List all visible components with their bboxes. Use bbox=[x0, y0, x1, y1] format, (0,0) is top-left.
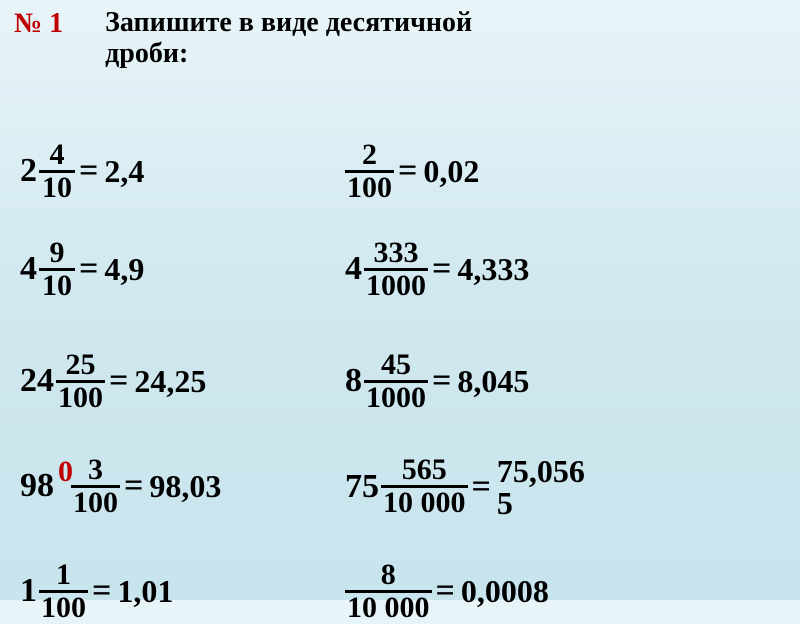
decimal-answer: 75,0565 bbox=[497, 455, 585, 519]
decimal-answer: 4,333 bbox=[457, 251, 529, 288]
fraction: 451000 bbox=[364, 350, 428, 413]
numerator: 2 bbox=[360, 140, 379, 170]
fraction: 56510 000 bbox=[381, 455, 468, 518]
denominator: 100 bbox=[71, 488, 120, 518]
whole-part: 1 bbox=[20, 572, 37, 610]
equals-sign: = bbox=[79, 250, 98, 288]
fraction: 3100 bbox=[71, 455, 120, 518]
decimal-answer: 4,9 bbox=[104, 251, 144, 288]
fraction: 910 bbox=[39, 238, 75, 301]
whole-part: 4 bbox=[20, 250, 37, 288]
denominator: 10 000 bbox=[345, 593, 432, 623]
equation-eq8: 7556510 000=75,0565 bbox=[345, 455, 585, 519]
equation-eq9: 11100=1,01 bbox=[20, 560, 173, 623]
equals-sign: = bbox=[436, 572, 455, 610]
denominator: 100 bbox=[56, 383, 105, 413]
equals-sign: = bbox=[79, 152, 98, 190]
equation-eq5: 2425100=24,25 bbox=[20, 350, 206, 413]
equation-eq3: 4910=4,9 bbox=[20, 238, 144, 301]
fraction: 410 bbox=[39, 140, 75, 203]
equation-eq2: 2100=0,02 bbox=[345, 140, 479, 203]
numerator: 9 bbox=[48, 238, 67, 268]
equation-eq7: 9803100=98,03 bbox=[20, 455, 221, 518]
numerator: 45 bbox=[379, 350, 413, 380]
denominator: 10 bbox=[40, 173, 74, 203]
equals-sign: = bbox=[398, 152, 417, 190]
whole-part: 4 bbox=[345, 250, 362, 288]
fraction: 1100 bbox=[39, 560, 88, 623]
instruction-text: Запишите в виде десятичной дроби: bbox=[105, 8, 472, 70]
fraction: 25100 bbox=[56, 350, 105, 413]
equation-eq10: 810 000=0,0008 bbox=[345, 560, 549, 623]
whole-part: 75 bbox=[345, 468, 379, 506]
denominator: 10 bbox=[40, 271, 74, 301]
whole-part: 24 bbox=[20, 362, 54, 400]
numerator: 25 bbox=[64, 350, 98, 380]
equation-eq6: 8451000=8,045 bbox=[345, 350, 529, 413]
numerator: 8 bbox=[379, 560, 398, 590]
problem-number: № 1 bbox=[14, 8, 63, 40]
equals-sign: = bbox=[124, 467, 143, 505]
instruction-line-2: дроби: bbox=[105, 38, 188, 69]
equals-sign: = bbox=[92, 572, 111, 610]
denominator: 1000 bbox=[364, 271, 428, 301]
decimal-answer: 2,4 bbox=[104, 153, 144, 190]
equals-sign: = bbox=[472, 468, 491, 506]
fraction: 3331000 bbox=[364, 238, 428, 301]
numerator: 4 bbox=[48, 140, 67, 170]
equation-eq1: 2410=2,4 bbox=[20, 140, 144, 203]
equation-eq4: 43331000=4,333 bbox=[345, 238, 529, 301]
fraction: 810 000 bbox=[345, 560, 432, 623]
whole-part: 2 bbox=[20, 152, 37, 190]
equals-sign: = bbox=[432, 250, 451, 288]
fraction: 2100 bbox=[345, 140, 394, 203]
equals-sign: = bbox=[109, 362, 128, 400]
decimal-answer: 98,03 bbox=[149, 468, 221, 505]
decimal-answer: 24,25 bbox=[134, 363, 206, 400]
decimal-answer: 8,045 bbox=[457, 363, 529, 400]
instruction-line-1: Запишите в виде десятичной bbox=[105, 7, 472, 38]
header: № 1 Запишите в виде десятичной дроби: bbox=[0, 0, 800, 70]
denominator: 100 bbox=[345, 173, 394, 203]
numerator: 565 bbox=[400, 455, 449, 485]
whole-part: 98 bbox=[20, 467, 54, 505]
numerator: 1 bbox=[54, 560, 73, 590]
numerator: 3 bbox=[86, 455, 105, 485]
numerator: 333 bbox=[372, 238, 421, 268]
decimal-answer: 0,0008 bbox=[461, 573, 549, 610]
decimal-answer: 1,01 bbox=[117, 573, 173, 610]
denominator: 100 bbox=[39, 593, 88, 623]
denominator: 1000 bbox=[364, 383, 428, 413]
denominator: 10 000 bbox=[381, 488, 468, 518]
whole-part: 8 bbox=[345, 362, 362, 400]
leading-zero-red: 0 bbox=[58, 455, 73, 489]
equals-sign: = bbox=[432, 362, 451, 400]
decimal-answer: 0,02 bbox=[423, 153, 479, 190]
